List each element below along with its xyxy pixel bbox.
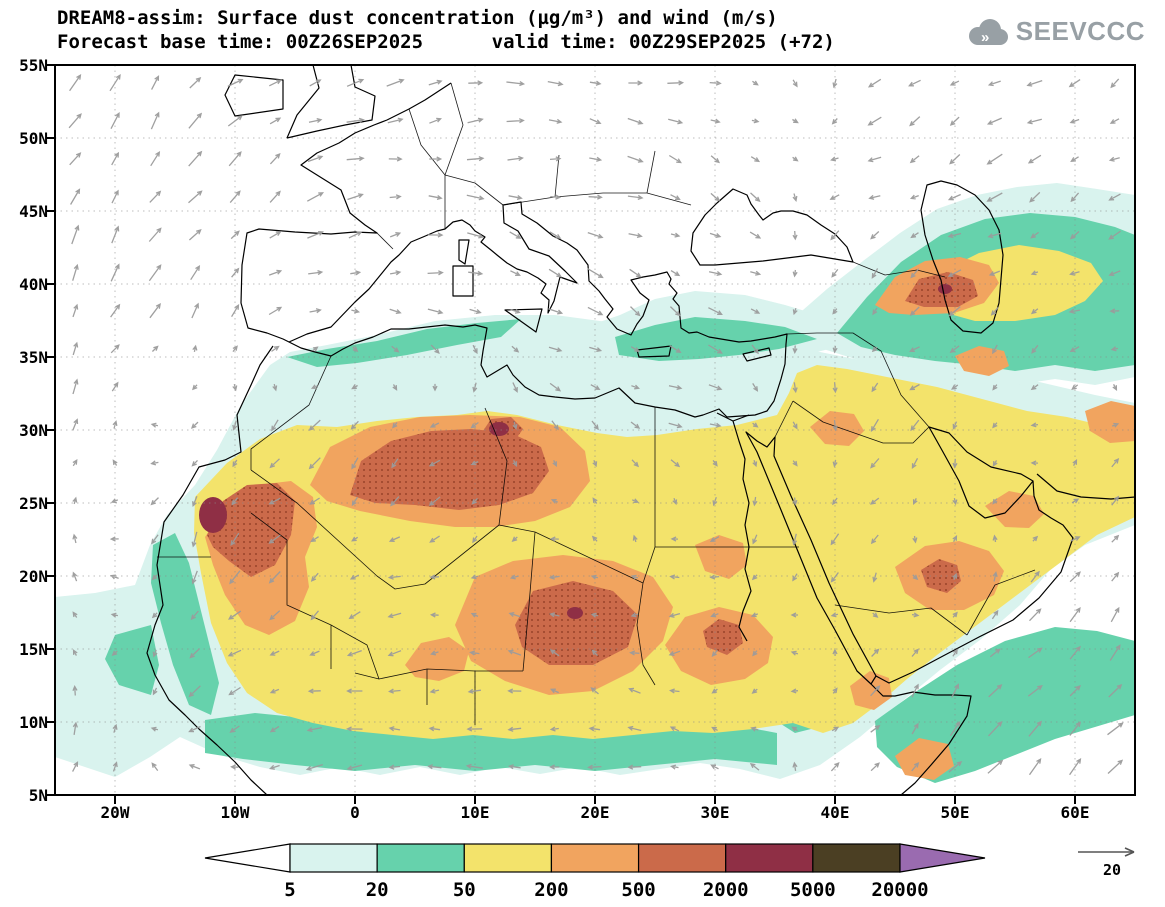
- lon-tick-label: 40E: [805, 803, 865, 822]
- dust-map: [55, 65, 1135, 795]
- lat-tick-label: 25N: [2, 494, 48, 513]
- lon-tick-label: 60E: [1045, 803, 1105, 822]
- colorbar-level-label: 500: [621, 879, 655, 901]
- colorbar-left-arrow: [205, 844, 290, 872]
- colorbar-level-label: 5000: [790, 879, 836, 901]
- colorbar-segment: [639, 844, 726, 872]
- lon-tick-label: 20E: [565, 803, 625, 822]
- lat-tick-label: 55N: [2, 56, 48, 75]
- logo-text: SEEVCCC: [1016, 16, 1145, 47]
- colorbar-segment: [726, 844, 813, 872]
- colorbar: 5 20 50 200 500 2000 5000 20000: [140, 836, 1050, 906]
- chart-subtitle: Forecast base time: 00Z26SEP2025 valid t…: [57, 30, 835, 54]
- lon-tick-label: 20W: [85, 803, 145, 822]
- lon-tick-label: 0: [325, 803, 385, 822]
- seevccc-logo: » SEEVCCC: [964, 16, 1145, 47]
- lon-tick-label: 30E: [685, 803, 745, 822]
- colorbar-segment: [290, 844, 377, 872]
- colorbar-right-arrow: [900, 844, 985, 872]
- wind-reference-arrow: [1078, 848, 1134, 856]
- lat-tick-label: 35N: [2, 348, 48, 367]
- wind-reference-label: 20: [1103, 861, 1121, 879]
- lat-tick-label: 5N: [2, 786, 48, 805]
- cloud-icon: »: [964, 17, 1010, 47]
- colorbar-level-label: 50: [453, 879, 476, 901]
- colorbar-segment: [551, 844, 638, 872]
- lat-tick-label: 10N: [2, 713, 48, 732]
- map-area: [55, 65, 1135, 795]
- colorbar-level-label: 20: [366, 879, 389, 901]
- colorbar-level-label: 20000: [871, 879, 928, 901]
- lon-tick-label: 50E: [925, 803, 985, 822]
- colorbar-level-label: 5: [284, 879, 295, 901]
- lon-tick-label: 10E: [445, 803, 505, 822]
- lat-tick-label: 15N: [2, 640, 48, 659]
- dust-forecast-page: { "header": { "title_line1": "DREAM8-ass…: [0, 0, 1165, 907]
- lat-tick-label: 20N: [2, 567, 48, 586]
- lon-tick-label: 10W: [205, 803, 265, 822]
- colorbar-level-label: 200: [534, 879, 568, 901]
- colorbar-segment: [377, 844, 464, 872]
- colorbar-segment: [464, 844, 551, 872]
- lat-tick-label: 40N: [2, 275, 48, 294]
- chart-title: DREAM8-assim: Surface dust concentration…: [57, 6, 835, 30]
- wind-reference: 20: [1072, 838, 1157, 888]
- title-block: DREAM8-assim: Surface dust concentration…: [57, 6, 835, 54]
- colorbar-segment: [813, 844, 900, 872]
- lat-tick-label: 45N: [2, 202, 48, 221]
- lat-tick-label: 30N: [2, 421, 48, 440]
- colorbar-level-label: 2000: [703, 879, 749, 901]
- lat-tick-label: 50N: [2, 129, 48, 148]
- svg-text:»: »: [981, 29, 989, 46]
